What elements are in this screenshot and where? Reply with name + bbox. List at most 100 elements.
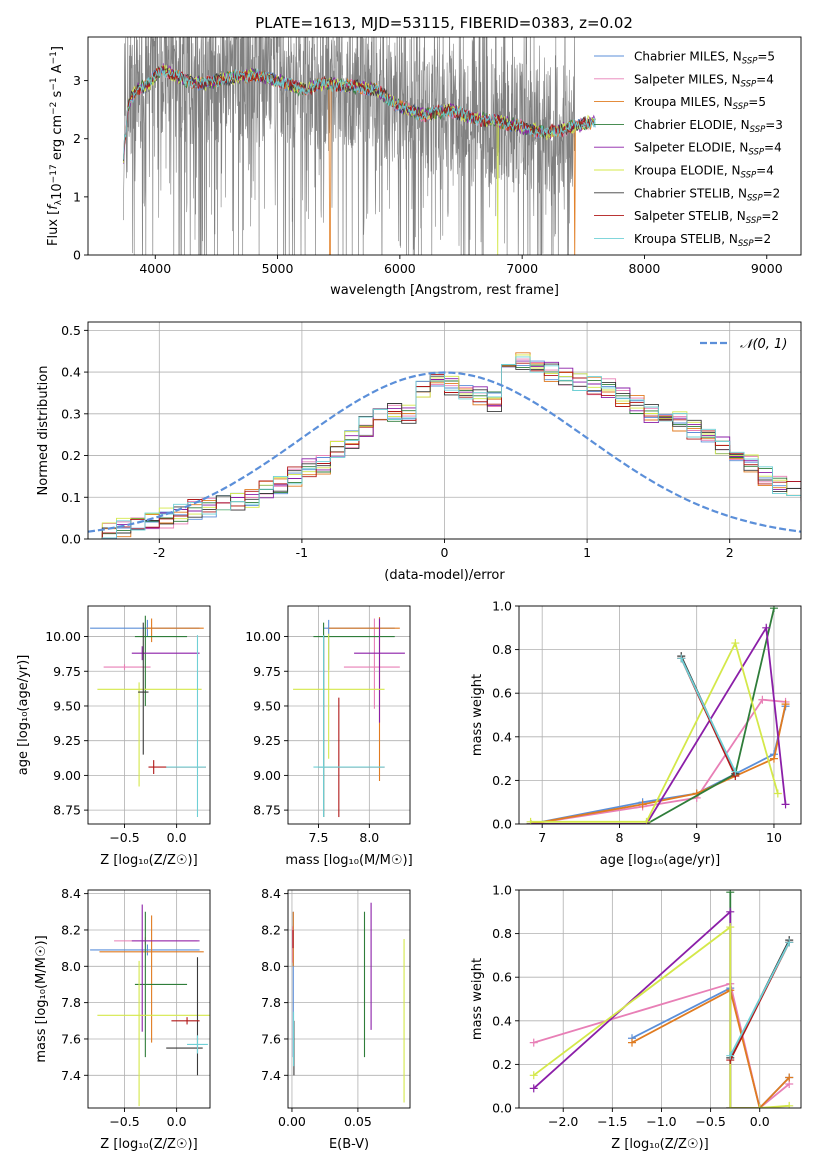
- y-tick-label: 0.0: [492, 1101, 512, 1116]
- weight-marker: [785, 1073, 794, 1082]
- legend-entry: Salpeter MILES, NSSP=4: [634, 72, 774, 89]
- y-tick-label: 8.4: [61, 886, 81, 901]
- weight-marker: [726, 907, 735, 916]
- x-axis-label: wavelength [Angstrom, rest frame]: [330, 283, 559, 298]
- figure-title: PLATE=1613, MJD=53115, FIBERID=0383, z=0…: [255, 14, 633, 32]
- weight-marker: [773, 789, 782, 798]
- weight-line: [631, 988, 790, 1108]
- weight-marker: [785, 1101, 794, 1108]
- y-tick-label: 1.0: [492, 883, 512, 898]
- age-vs-z-panel: −0.5 0.0 8.75 9.00 9.25 9.50 9.75 10.00 Z [log₁₀…: [16, 605, 211, 868]
- axes-frame: [87, 36, 802, 256]
- y-tick-label: 8.75: [253, 803, 281, 818]
- histogram-line: [88, 362, 801, 539]
- x-axis-label: Z [log₁₀(Z/Z☉)]: [100, 1137, 197, 1152]
- y-tick-label: 10.00: [45, 629, 81, 644]
- axes-frame: [87, 605, 211, 825]
- y-tick-label: 0.6: [492, 686, 512, 701]
- weight-marker: [638, 800, 647, 809]
- legend-entry: Salpeter STELIB, NSSP=2: [634, 209, 779, 226]
- x-axis-label: (data-model)/error: [384, 568, 505, 583]
- weight-marker: [731, 639, 740, 648]
- axes-frame: [87, 889, 211, 1109]
- y-tick-label: 0.1: [61, 490, 81, 505]
- x-axis-label: mass [log₁₀(M/M☉)]: [285, 853, 412, 868]
- plot-area: [526, 606, 790, 824]
- data-spectrum: [123, 37, 575, 255]
- y-tick-label: 8.0: [61, 959, 81, 974]
- x-tick-label: 7.5: [309, 830, 329, 845]
- x-axis-label: Z [log₁₀(Z/Z☉)]: [100, 853, 197, 868]
- y-tick-label: 8.0: [261, 959, 281, 974]
- x-tick-label: 1: [583, 545, 591, 560]
- x-tick-label: 0.00: [278, 1114, 306, 1129]
- x-tick-label: 8: [615, 830, 623, 845]
- histogram-line: [88, 358, 801, 539]
- y-tick-label: 9.00: [53, 768, 81, 783]
- weight-marker: [726, 890, 735, 897]
- weight-vs-age-panel: 7 8 9 10 0.0 0.2 0.4 0.6 0.8 1.0 age [log₁₀(age/yr…: [470, 599, 802, 868]
- plot-area: [292, 902, 405, 1103]
- gaussian-curve: [88, 371, 801, 533]
- y-tick-label: 10.00: [245, 629, 281, 644]
- weight-marker: [526, 817, 535, 824]
- x-tick-label: 6000: [384, 261, 416, 276]
- y-tick-label: 0.4: [492, 729, 512, 744]
- weight-vs-z-panel: −2.0 −1.5 −1.0 −0.5 0.0 0.0 0.2 0.4 0.6 0.8 1.0 Z […: [470, 883, 802, 1152]
- model-spectrum-line: [123, 66, 596, 161]
- plot-area: [90, 615, 206, 818]
- weight-line: [729, 941, 790, 1057]
- y-tick-label: 0.8: [492, 642, 512, 657]
- weight-line: [533, 925, 790, 1108]
- legend-entry: Chabrier MILES, NSSP=5: [634, 50, 775, 67]
- x-tick-label: −1.5: [597, 1114, 627, 1129]
- plot-area: [293, 617, 405, 818]
- y-tick-label: 1: [73, 189, 81, 204]
- spectrum-panel: 4000 5000 6000 7000 8000 9000 0 1 2 3 wavelength […: [46, 36, 802, 298]
- x-tick-label: 0.0: [167, 1114, 187, 1129]
- y-tick-label: 0.2: [492, 773, 512, 788]
- weight-line: [533, 909, 760, 1108]
- y-tick-label: 8.2: [261, 922, 281, 937]
- y-tick-label: 8.2: [61, 922, 81, 937]
- y-axis-label: mass weight: [470, 958, 485, 1040]
- y-tick-label: 0.3: [61, 406, 81, 421]
- x-tick-label: 0.0: [167, 830, 187, 845]
- y-tick-label: 0.6: [492, 970, 512, 985]
- x-tick-label: 7000: [506, 261, 538, 276]
- model-spectrum-line: [123, 66, 596, 160]
- x-tick-label: 7: [538, 830, 546, 845]
- legend-entry: Kroupa STELIB, NSSP=2: [634, 232, 771, 249]
- x-tick-label: 4000: [139, 261, 171, 276]
- y-tick-label: 0.0: [492, 817, 512, 832]
- weight-marker: [769, 606, 778, 613]
- axes-frame: [518, 605, 802, 825]
- y-tick-label: 9.25: [253, 733, 281, 748]
- weight-marker: [726, 1104, 735, 1108]
- legend-entry: Chabrier STELIB, NSSP=2: [634, 186, 780, 203]
- y-tick-label: 7.4: [261, 1068, 281, 1083]
- weight-marker: [529, 1071, 538, 1080]
- mass-vs-ebv-panel: 0.00 0.05 7.4 7.6 7.8 8.0 8.2 8.4 E(B-V): [261, 886, 411, 1152]
- y-axis-label: age [log₁₀(age/yr)]: [16, 655, 31, 776]
- x-tick-label: 0.05: [344, 1114, 372, 1129]
- y-tick-label: 0.8: [492, 926, 512, 941]
- y-tick-label: 7.8: [61, 995, 81, 1010]
- legend-entry: Kroupa MILES, NSSP=5: [634, 95, 766, 112]
- y-tick-label: 7.6: [61, 1031, 81, 1046]
- x-tick-label: −0.5: [109, 1114, 139, 1129]
- x-tick-label: −0.5: [109, 830, 139, 845]
- plot-area: [90, 904, 210, 1107]
- y-tick-label: 7.6: [261, 1031, 281, 1046]
- y-tick-label: 8.75: [53, 803, 81, 818]
- y-tick-label: 9.75: [53, 664, 81, 679]
- histogram-line: [88, 356, 801, 539]
- x-tick-label: 10: [766, 830, 782, 845]
- y-tick-label: 1.0: [492, 599, 512, 614]
- mass-vs-z-panel: −0.5 0.0 7.4 7.6 7.8 8.0 8.2 8.4 Z [log₁₀(Z/Z☉)]…: [34, 886, 211, 1152]
- weight-line: [530, 625, 787, 824]
- weight-line: [530, 640, 779, 823]
- legend-entry: Chabrier ELODIE, NSSP=3: [634, 118, 783, 135]
- weight-marker: [726, 1051, 735, 1060]
